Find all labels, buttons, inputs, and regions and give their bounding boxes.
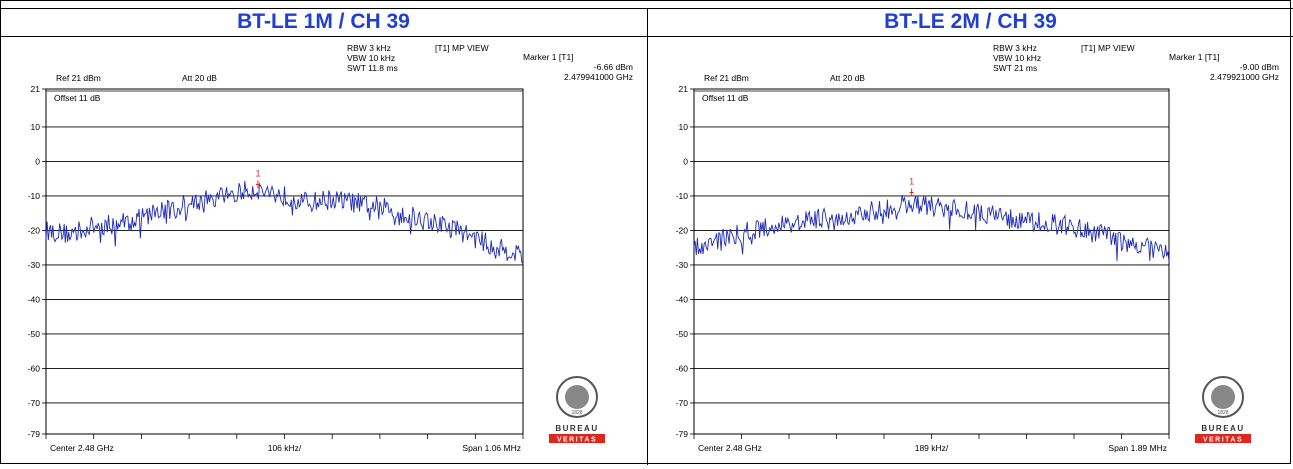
marker-1-label: 1 (909, 177, 914, 187)
y-tick-label: -30 (676, 260, 689, 270)
logo-seal-core (1211, 385, 1235, 409)
center-freq-text: Center 2.48 GHz (50, 443, 114, 453)
vbw-text: VBW 10 kHz (993, 53, 1041, 63)
y-tick-label: -40 (28, 294, 41, 304)
y-tick-label: -70 (676, 398, 689, 408)
offset-text: Offset 11 dB (54, 93, 101, 103)
vbw-text: VBW 10 kHz (347, 53, 395, 63)
swt-text: SWT 11.8 ms (347, 63, 398, 73)
rbw-text: RBW 3 kHz (347, 43, 391, 53)
ref-level-text: Ref 21 dBm (56, 73, 101, 83)
marker-title: Marker 1 [T1] (523, 52, 574, 62)
y-tick-label: -79 (676, 429, 689, 439)
panel-1m: BT-LE 1M / CH 39 RBW 3 kHz VBW 10 kHz SWT … (0, 8, 648, 465)
panel-title: BT-LE 2M / CH 39 (648, 8, 1293, 37)
mode-text: [T1] MP VIEW (1081, 43, 1135, 53)
division-text: 106 kHz/ (268, 443, 302, 453)
y-tick-label: -60 (676, 363, 689, 373)
mode-text: [T1] MP VIEW (435, 43, 489, 53)
y-tick-label: 0 (683, 156, 688, 166)
y-tick-label: -50 (676, 329, 689, 339)
attenuation-text: Att 20 dB (182, 73, 217, 83)
logo-year: 1828 (571, 410, 582, 416)
y-tick-label: -50 (28, 329, 41, 339)
plot-border (693, 88, 1170, 435)
center-freq-text: Center 2.48 GHz (698, 443, 762, 453)
span-text: Span 1.89 MHz (1108, 443, 1167, 453)
logo-red-band (1195, 434, 1251, 443)
y-tick-label: -40 (676, 294, 689, 304)
y-tick-label: 21 (679, 84, 689, 94)
y-tick-label: -70 (28, 398, 41, 408)
y-tick-label: -30 (28, 260, 41, 270)
top-strip (0, 0, 1293, 9)
offset-text: Offset 11 dB (702, 93, 749, 103)
marker-level: -9.00 dBm (1240, 62, 1279, 72)
marker-frequency: 2.479921000 GHz (1210, 72, 1279, 82)
logo-red-band (549, 434, 605, 443)
logo-word-veritas: VERITAS (557, 437, 597, 444)
marker-frequency: 2.479941000 GHz (564, 72, 633, 82)
y-tick-label: -10 (676, 191, 689, 201)
y-tick-label: 10 (679, 122, 689, 132)
swt-text: SWT 21 ms (993, 63, 1037, 73)
y-tick-label: 0 (35, 156, 40, 166)
y-tick-label: -60 (28, 363, 41, 373)
logo-seal-core (565, 385, 589, 409)
logo-word-bureau: BUREAU (1201, 424, 1244, 433)
y-tick-label: 21 (31, 84, 41, 94)
y-tick-label: -10 (28, 191, 41, 201)
marker-1-label: 1 (255, 168, 260, 178)
logo-word-veritas: VERITAS (1203, 437, 1243, 444)
plot-border (45, 88, 524, 435)
y-tick-label: -20 (676, 225, 689, 235)
spectrum-trace (45, 180, 524, 264)
panel-2m: BT-LE 2M / CH 39 RBW 3 kHz VBW 10 kHz SWT … (648, 8, 1293, 465)
logo-word-bureau: BUREAU (555, 424, 598, 433)
bureau-veritas-logo: 1828 BUREAU VERITAS (1195, 376, 1251, 444)
marker-level: -6.66 dBm (594, 62, 633, 72)
panel-title: BT-LE 1M / CH 39 (0, 8, 647, 37)
span-text: Span 1.06 MHz (462, 443, 521, 453)
ref-level-text: Ref 21 dBm (704, 73, 749, 83)
marker-title: Marker 1 [T1] (1169, 52, 1220, 62)
y-tick-label: -20 (28, 225, 41, 235)
logo-year: 1828 (1217, 410, 1228, 416)
bureau-veritas-logo: 1828 BUREAU VERITAS (549, 376, 605, 444)
y-tick-label: 10 (31, 122, 41, 132)
attenuation-text: Att 20 dB (830, 73, 865, 83)
y-tick-label: -79 (28, 429, 41, 439)
spectrum-trace (693, 194, 1170, 263)
rbw-text: RBW 3 kHz (993, 43, 1037, 53)
division-text: 189 kHz/ (915, 443, 949, 453)
